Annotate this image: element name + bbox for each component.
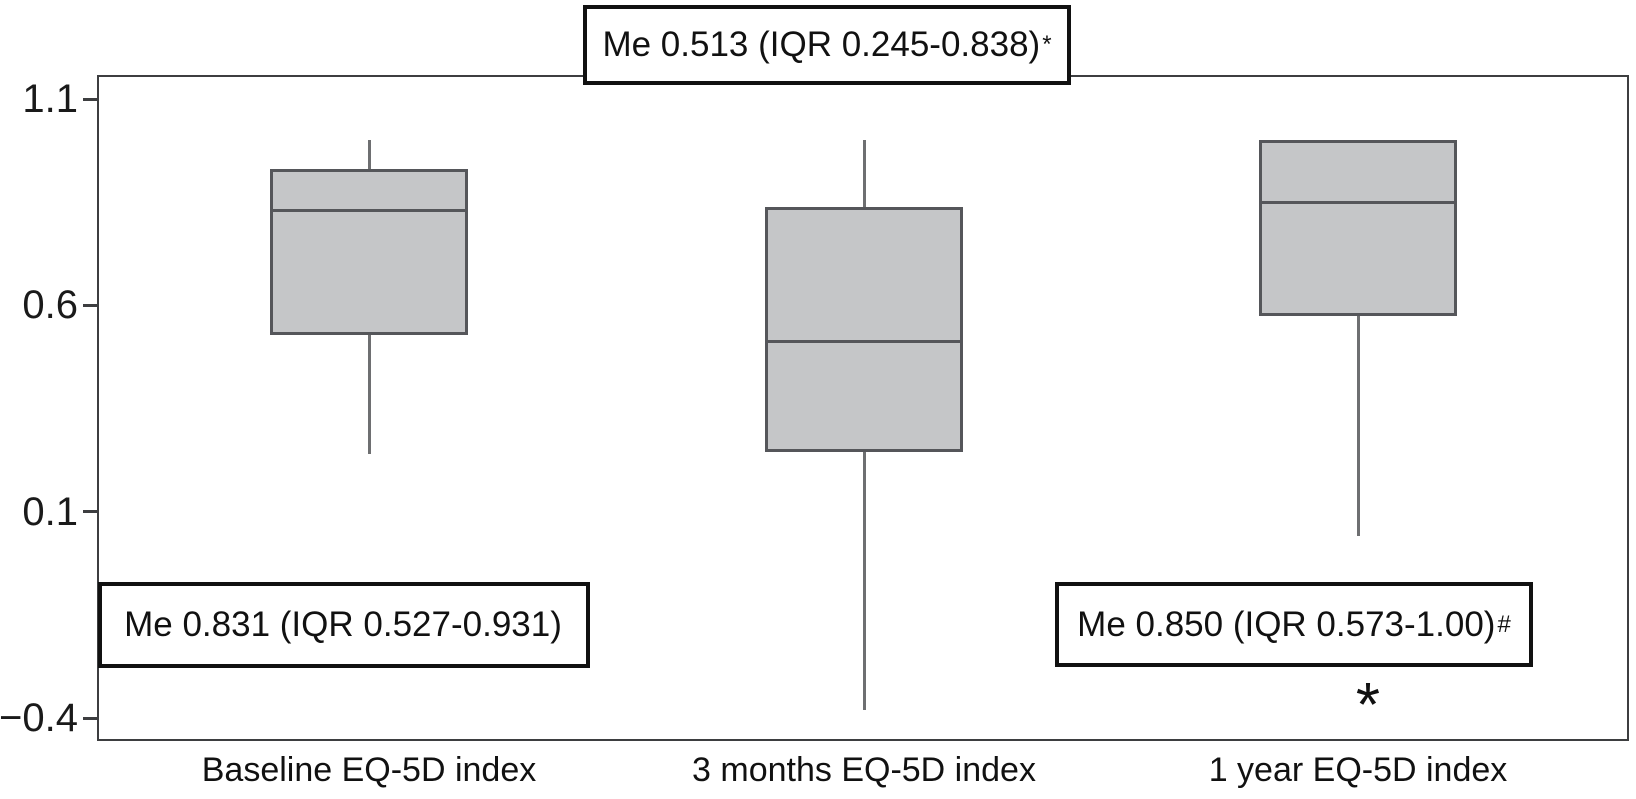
y-axis-tick-mark (83, 716, 97, 720)
annotation-baseline-text: Me 0.831 (IQR 0.527-0.931) (124, 605, 562, 644)
x-axis-label: 3 months EQ-5D index (692, 751, 1036, 789)
box-iqr (765, 207, 963, 452)
y-axis-tick-label: 0.1 (22, 489, 78, 534)
annotation-1-year: Me 0.850 (IQR 0.573-1.00) # (1055, 582, 1533, 667)
y-axis-tick-mark (83, 303, 97, 307)
x-axis-label: 1 year EQ-5D index (1208, 751, 1508, 789)
median-line (270, 208, 468, 212)
annotation-3-months: Me 0.513 (IQR 0.245-0.838) * (583, 5, 1071, 85)
annotation-baseline: Me 0.831 (IQR 0.527-0.931) (98, 582, 590, 668)
y-axis-tick-label: 1.1 (22, 77, 78, 121)
median-line (1259, 200, 1457, 204)
whisker-line (1356, 140, 1360, 537)
box-iqr (1259, 140, 1457, 317)
y-axis-tick-label: −0.4 (0, 696, 78, 740)
box-iqr (270, 168, 468, 336)
significance-asterisk: * (1355, 671, 1381, 740)
y-axis-tick-mark (83, 97, 97, 101)
y-axis-tick-label: 0.6 (22, 283, 78, 328)
annotation-3-months-text: Me 0.513 (IQR 0.245-0.838) (602, 25, 1041, 64)
annotation-1-year-text: Me 0.850 (IQR 0.573-1.00) (1077, 604, 1496, 644)
x-axis-label: Baseline EQ-5D index (201, 751, 537, 789)
median-line (765, 339, 963, 343)
y-axis-tick-mark (83, 510, 97, 514)
